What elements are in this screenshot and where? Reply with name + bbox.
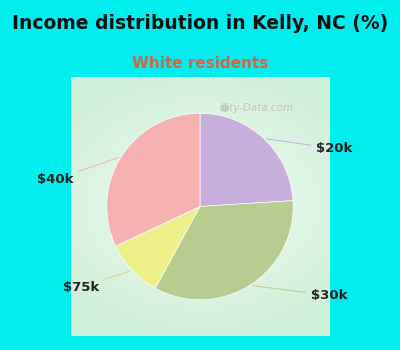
Wedge shape — [200, 113, 293, 206]
Text: White residents: White residents — [132, 56, 268, 71]
Wedge shape — [116, 206, 200, 288]
Text: City-Data.com: City-Data.com — [220, 103, 294, 113]
Text: Income distribution in Kelly, NC (%): Income distribution in Kelly, NC (%) — [12, 14, 388, 33]
Text: $40k: $40k — [37, 158, 119, 186]
Wedge shape — [155, 201, 293, 300]
Text: $75k: $75k — [63, 271, 129, 294]
Text: ●: ● — [220, 103, 229, 113]
Wedge shape — [107, 113, 200, 246]
Text: $30k: $30k — [253, 286, 348, 302]
Text: $20k: $20k — [266, 139, 353, 155]
